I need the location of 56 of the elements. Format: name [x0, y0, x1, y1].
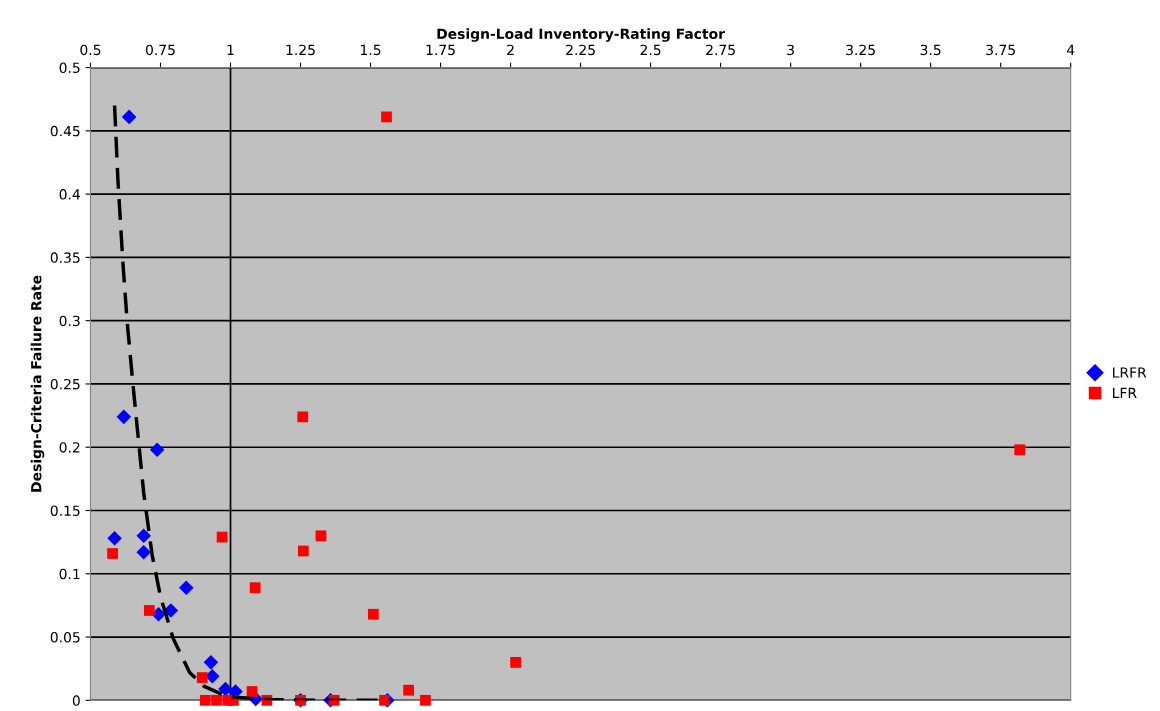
y-tick-label: 0.15	[50, 505, 80, 516]
x-axis-title: Design-Load Inventory-Rating Factor	[437, 28, 725, 42]
point	[297, 411, 309, 423]
point	[205, 669, 220, 684]
point	[136, 528, 151, 544]
point	[178, 580, 194, 595]
point	[381, 111, 392, 123]
point	[121, 109, 137, 125]
point	[136, 544, 151, 560]
x-tick-label: 3	[787, 44, 794, 56]
point	[211, 694, 222, 706]
x-tick-label: 3.75	[986, 44, 1015, 56]
point	[420, 694, 431, 706]
x-tick-label: 1.75	[426, 44, 455, 56]
x-tick-label: 2.75	[706, 44, 735, 56]
y-tick-label: 0.25	[50, 378, 80, 390]
point	[297, 545, 309, 557]
x-tick-label: 1.25	[286, 44, 315, 56]
point	[1014, 444, 1026, 456]
y-tick-label: 0	[72, 695, 80, 706]
point	[199, 694, 211, 706]
y-tick-label: 0.05	[50, 632, 80, 643]
x-tick-label: 0.5	[80, 44, 101, 56]
point	[107, 531, 122, 546]
y-tick-label: 0.1	[59, 568, 80, 580]
point	[249, 582, 261, 594]
point	[510, 656, 521, 668]
point	[196, 672, 208, 683]
point	[403, 684, 414, 696]
x-tick-label: 4	[1066, 44, 1075, 55]
point	[246, 686, 258, 697]
x-tick-label: 1	[227, 44, 234, 55]
point	[107, 548, 118, 559]
point	[367, 608, 379, 620]
x-tick-label: 1.5	[361, 44, 381, 56]
x-tick-label: 3.5	[920, 44, 941, 56]
y-tick-label: 0.35	[50, 252, 80, 263]
x-tick-label: 0.75	[145, 44, 175, 56]
point	[149, 442, 165, 458]
x-tick-label: 2.25	[566, 44, 595, 56]
y-tick-label: 0.4	[59, 189, 80, 200]
point	[379, 694, 390, 706]
x-tick-label: 2	[507, 44, 514, 55]
y-tick-label: 0.2	[59, 442, 80, 453]
x-tick-label: 3.25	[846, 44, 875, 56]
point	[143, 605, 155, 616]
y-axis-title: Design-Criteria Failure Rate	[30, 275, 45, 492]
point	[315, 530, 327, 542]
point	[203, 655, 219, 670]
point	[116, 409, 132, 425]
y-tick-label: 0.5	[59, 62, 80, 74]
legend-label: LRFR	[1113, 367, 1147, 378]
legend-label: LFR	[1113, 387, 1137, 398]
y-tick-label: 0.45	[50, 125, 80, 137]
x-tick-label: 2.5	[640, 44, 661, 56]
y-tick-label: 0.3	[59, 315, 80, 327]
